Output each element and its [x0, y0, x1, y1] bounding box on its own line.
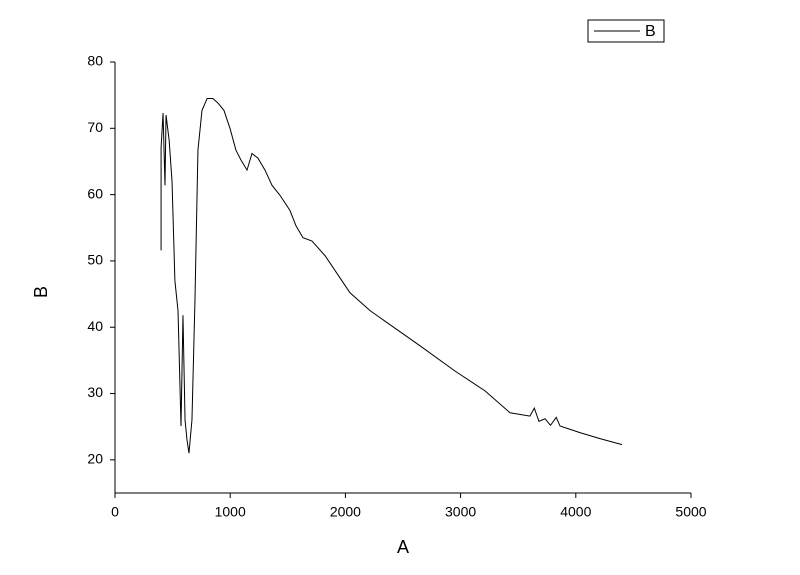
- x-axis-label: A: [397, 537, 409, 557]
- y-tick-label: 20: [87, 451, 103, 467]
- y-tick-label: 50: [87, 252, 103, 268]
- y-tick-label: 70: [87, 119, 103, 135]
- y-tick-label: 30: [87, 384, 103, 400]
- x-tick-label: 5000: [675, 504, 706, 520]
- y-axis-label: B: [31, 286, 51, 298]
- x-tick-label: 1000: [215, 504, 246, 520]
- x-tick-label: 2000: [330, 504, 361, 520]
- x-tick-label: 3000: [445, 504, 476, 520]
- x-tick-label: 4000: [560, 504, 591, 520]
- legend-label: B: [645, 23, 656, 40]
- x-tick-label: 0: [111, 504, 119, 520]
- y-tick-label: 80: [87, 53, 103, 69]
- y-tick-label: 60: [87, 185, 103, 201]
- y-tick-label: 40: [87, 318, 103, 334]
- data-line: [160, 97, 623, 454]
